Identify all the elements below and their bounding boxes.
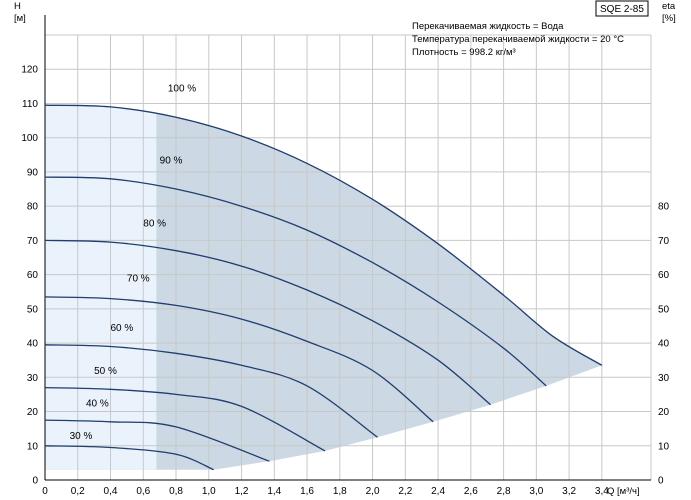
y-left-tick-label: 80 (27, 202, 39, 213)
x-tick-label: 1,0 (202, 486, 216, 497)
curve-60-percent (44, 344, 378, 438)
x-tick-label: 2,8 (497, 486, 511, 497)
x-tick-label: 2,2 (398, 486, 412, 497)
curve-40-percent (44, 419, 270, 462)
y-left-tick-label: 40 (27, 339, 39, 350)
curve-label: 60 % (111, 323, 134, 334)
x-tick-label: 0 (42, 486, 48, 497)
info-line-3: Плотность = 998.2 кг/м³ (412, 47, 516, 58)
y-right-tick-label: 50 (658, 304, 670, 315)
y-left-tick-label: 10 (27, 441, 39, 452)
x-axis-unit: Q [м³/ч] (607, 486, 640, 497)
y-right-tick-label: 20 (658, 407, 670, 418)
y-left-tick-label: 60 (27, 270, 39, 281)
y-right-tick-label: 70 (658, 236, 670, 247)
curve-label: 70 % (127, 273, 150, 284)
curve-label: 50 % (94, 366, 117, 377)
info-line-1: Перекачиваемая жидкость = Вода (412, 21, 564, 32)
info-line-2: Температура перекачиваемой жидкости = 20… (412, 34, 624, 45)
y-right-tick-label: 80 (658, 202, 670, 213)
x-tick-label: 3,4 (595, 486, 609, 497)
curve-90-percent (44, 176, 547, 387)
y-right-tick-label: 60 (658, 270, 670, 281)
curve-70-percent (44, 296, 434, 423)
curve-label: 30 % (70, 431, 93, 442)
x-tick-label: 0,6 (136, 486, 150, 497)
y-left-tick-label: 20 (27, 407, 39, 418)
x-tick-label: 0,4 (104, 486, 118, 497)
curve-80-percent (44, 239, 491, 406)
curve-100-percent (44, 104, 603, 366)
operating-region (45, 105, 602, 470)
y-left-tick-label: 50 (27, 304, 39, 315)
x-tick-label: 2,0 (366, 486, 380, 497)
curve-30-percent (44, 445, 214, 471)
y-left-tick-label: 120 (21, 65, 38, 76)
curve-label: 40 % (86, 398, 109, 409)
x-tick-label: 1,4 (267, 486, 281, 497)
x-tick-label: 2,6 (464, 486, 478, 497)
x-tick-label: 2,4 (431, 486, 445, 497)
y-right-tick-label: 0 (658, 476, 664, 487)
product-label: SQE 2-85 (600, 4, 644, 15)
curve-label: 90 % (160, 155, 183, 166)
y-left-axis-label: H (14, 1, 21, 12)
y-left-tick-label: 70 (27, 236, 39, 247)
operating-region-light (45, 105, 157, 470)
y-right-tick-label: 30 (658, 373, 670, 384)
y-left-tick-label: 0 (32, 476, 38, 487)
x-tick-label: 3,0 (529, 486, 543, 497)
curve-50-percent (44, 386, 326, 452)
product-label-box: SQE 2-85 (595, 0, 649, 17)
x-tick-label: 3,2 (562, 486, 576, 497)
y-right-tick-label: 40 (658, 339, 670, 350)
x-tick-label: 1,8 (333, 486, 347, 497)
y-right-tick-label: 10 (658, 441, 670, 452)
y-right-axis-label: eta (662, 1, 676, 12)
curve-label: 100 % (168, 83, 196, 94)
x-tick-label: 1,6 (300, 486, 314, 497)
x-tick-label: 0,2 (71, 486, 85, 497)
y-right-axis-unit: [%] (662, 13, 676, 24)
y-left-axis-unit: [м] (14, 13, 26, 24)
x-tick-label: 0,8 (169, 486, 183, 497)
y-left-tick-label: 90 (27, 167, 39, 178)
curve-label: 80 % (143, 219, 166, 230)
y-left-tick-label: 100 (21, 133, 38, 144)
y-left-tick-label: 110 (22, 99, 38, 110)
y-left-tick-label: 30 (27, 373, 39, 384)
x-tick-label: 1,2 (235, 486, 249, 497)
